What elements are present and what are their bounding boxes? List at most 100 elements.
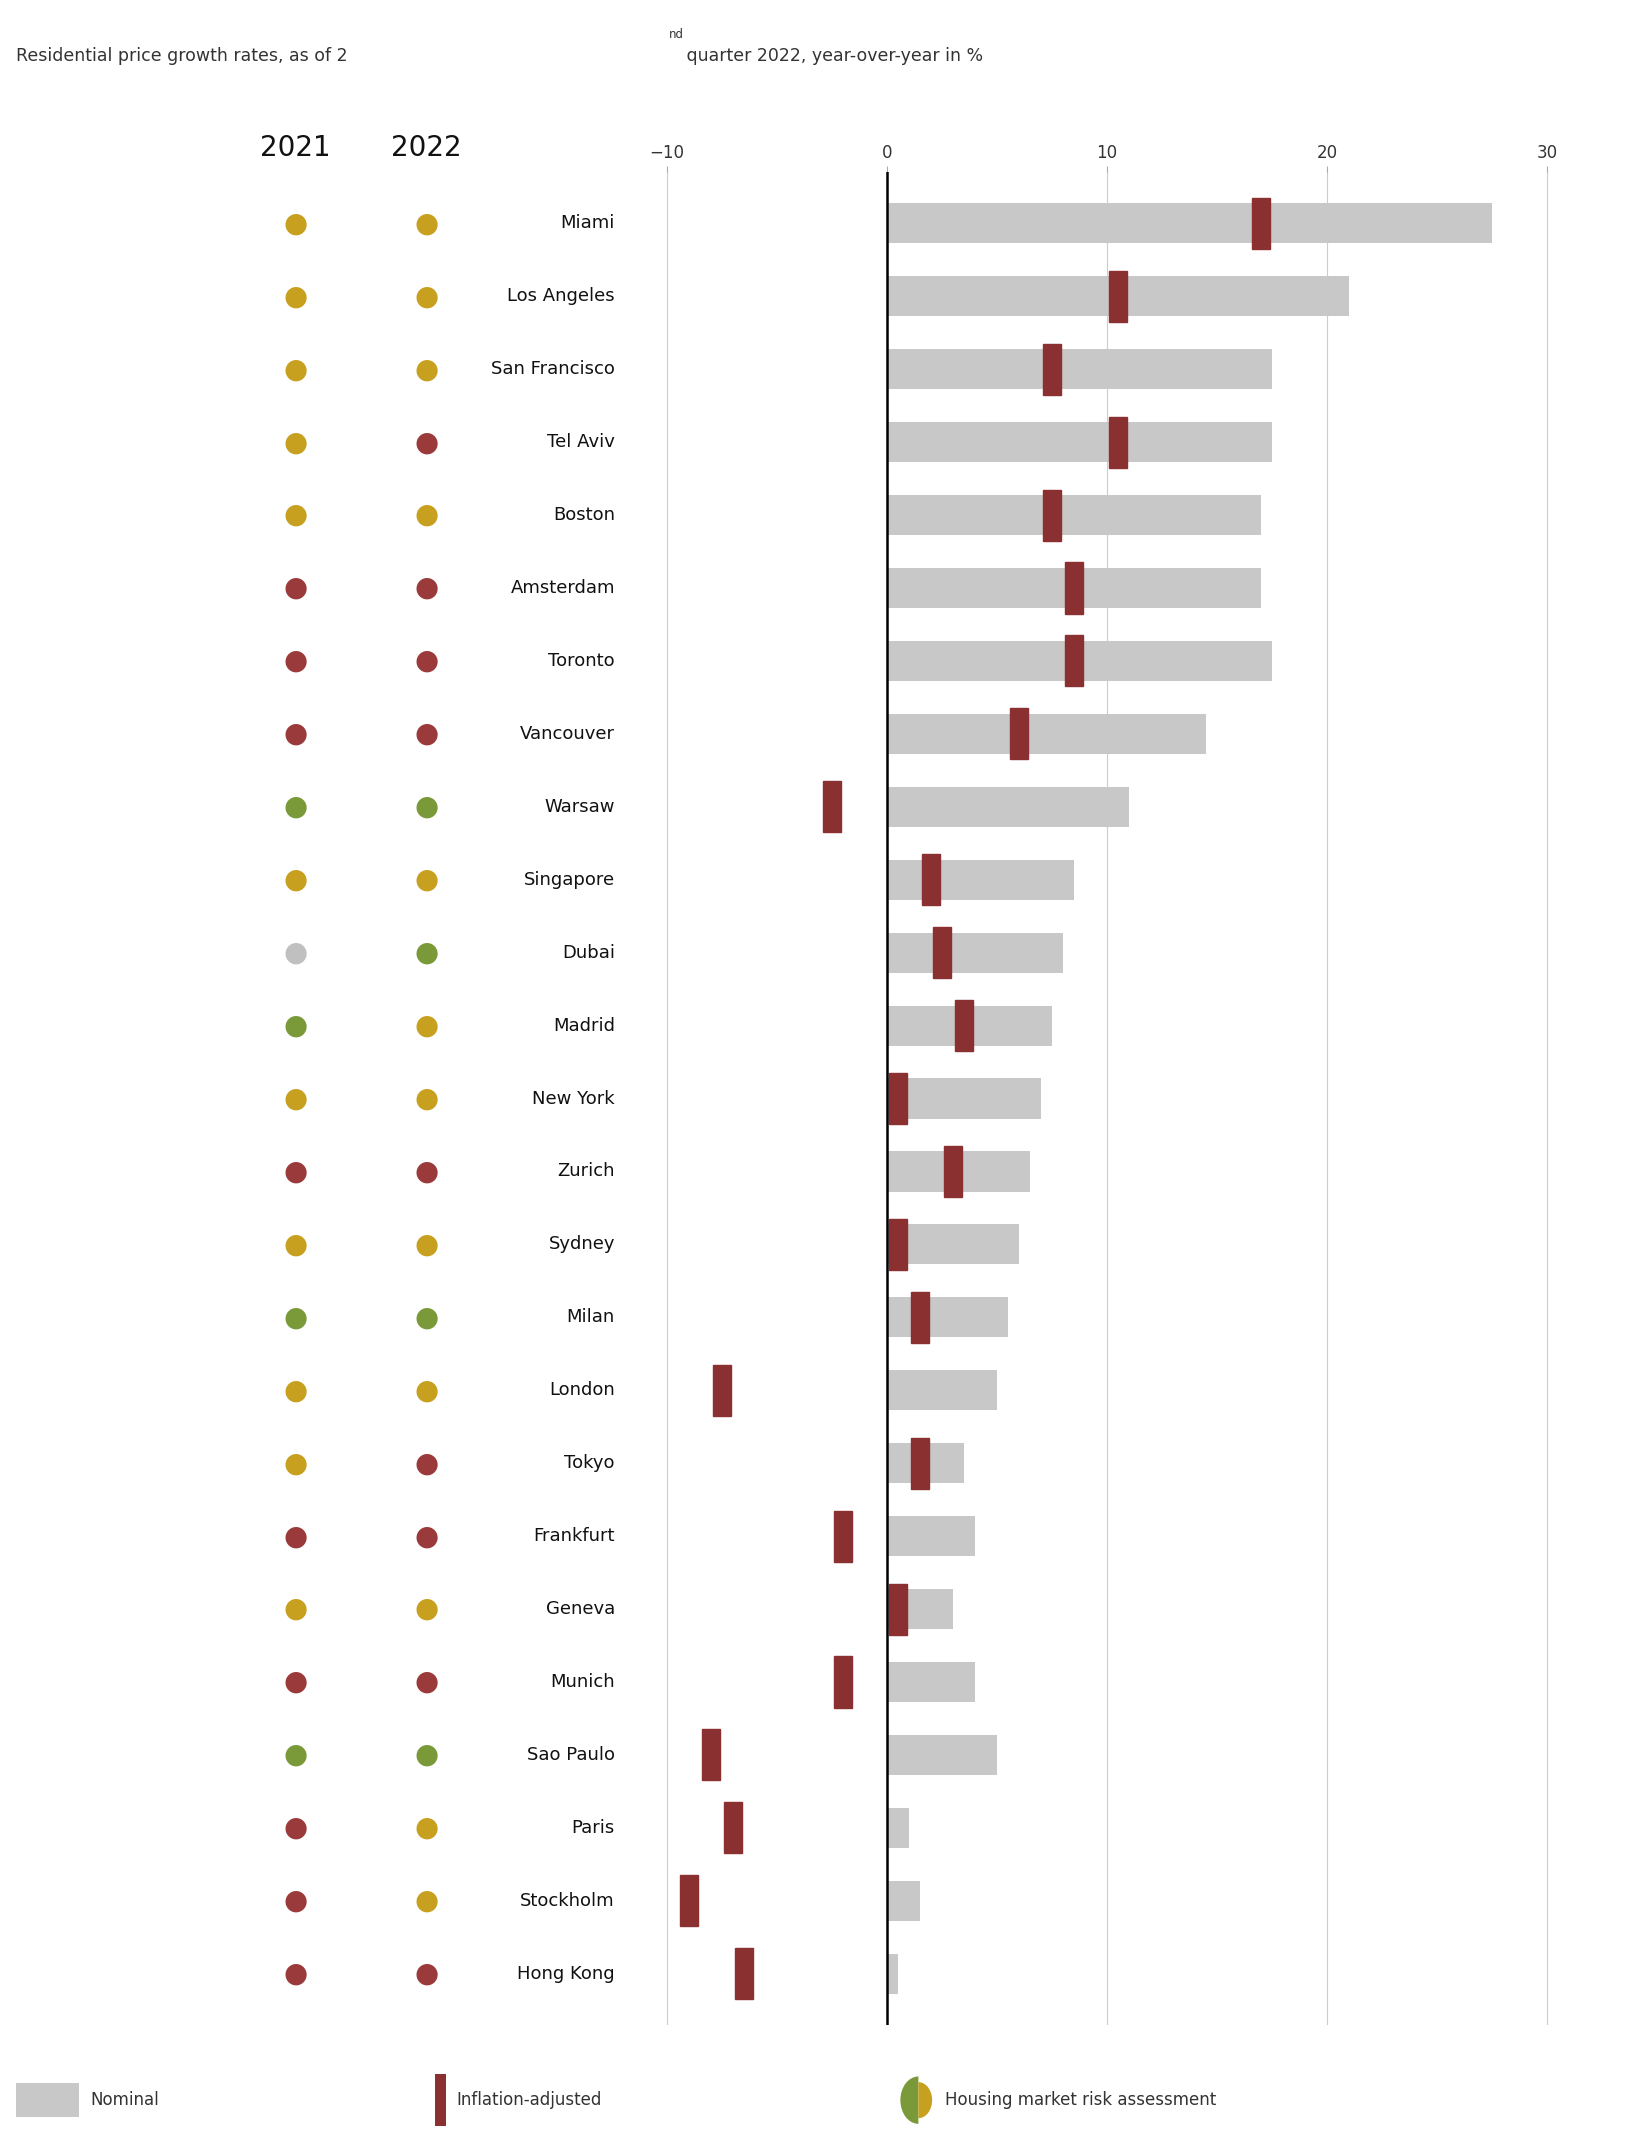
Text: Milan: Milan <box>567 1307 615 1327</box>
Bar <box>887 1152 1029 1191</box>
Text: ●: ● <box>284 1523 306 1551</box>
Text: Zurich: Zurich <box>557 1163 615 1180</box>
Text: Hong Kong: Hong Kong <box>516 1964 615 1982</box>
Text: ●: ● <box>284 646 306 674</box>
Text: ●: ● <box>284 1814 306 1842</box>
Text: ●: ● <box>284 719 306 747</box>
Bar <box>887 1223 1018 1264</box>
Bar <box>887 349 1272 390</box>
Text: Tel Aviv: Tel Aviv <box>547 433 615 450</box>
Text: ●: ● <box>415 866 438 894</box>
Text: ●: ● <box>284 1960 306 1988</box>
Text: Inflation-adjusted: Inflation-adjusted <box>456 2092 602 2109</box>
Bar <box>887 933 1062 974</box>
Text: ●: ● <box>415 1887 438 1915</box>
Text: ●: ● <box>415 793 438 821</box>
Bar <box>834 1656 851 1708</box>
Text: ●: ● <box>284 502 306 530</box>
Text: ●: ● <box>284 573 306 601</box>
Bar <box>933 926 951 978</box>
Text: ●: ● <box>284 1230 306 1258</box>
Text: Amsterdam: Amsterdam <box>510 579 615 597</box>
Bar <box>888 1219 906 1271</box>
Text: ●: ● <box>415 1230 438 1258</box>
Bar <box>834 1510 851 1562</box>
Text: 2022: 2022 <box>390 134 462 162</box>
Text: Paris: Paris <box>572 1818 615 1837</box>
Text: ●: ● <box>415 1303 438 1331</box>
Bar <box>921 855 939 905</box>
Bar <box>1042 489 1060 541</box>
Text: ●: ● <box>415 1667 438 1695</box>
Text: Housing market risk assessment: Housing market risk assessment <box>944 2092 1214 2109</box>
Bar <box>887 1590 952 1628</box>
Bar <box>888 1583 906 1635</box>
Bar <box>887 1370 997 1411</box>
Bar <box>954 999 972 1051</box>
Bar <box>1065 562 1082 614</box>
Text: ●: ● <box>415 1376 438 1404</box>
Bar <box>887 1297 1008 1338</box>
Bar <box>887 713 1205 754</box>
Text: Munich: Munich <box>551 1674 615 1691</box>
Text: ●: ● <box>415 1523 438 1551</box>
Bar <box>887 1880 919 1921</box>
Text: ●: ● <box>284 1887 306 1915</box>
Bar <box>1042 345 1060 394</box>
Bar <box>887 1807 908 1848</box>
Text: New York: New York <box>533 1090 615 1107</box>
Bar <box>887 422 1272 463</box>
Text: ●: ● <box>415 646 438 674</box>
Text: Singapore: Singapore <box>523 870 615 890</box>
Text: quarter 2022, year-over-year in %: quarter 2022, year-over-year in % <box>680 47 982 65</box>
Text: Sao Paulo: Sao Paulo <box>526 1747 615 1764</box>
Bar <box>887 1734 997 1775</box>
Text: ●: ● <box>415 1740 438 1768</box>
Text: ●: ● <box>284 1450 306 1478</box>
Text: ●: ● <box>415 209 438 237</box>
Text: ●: ● <box>415 355 438 383</box>
Bar <box>701 1730 720 1781</box>
Text: Madrid: Madrid <box>552 1017 615 1034</box>
Text: ●: ● <box>415 429 438 457</box>
Text: ●: ● <box>284 1376 306 1404</box>
Bar <box>887 859 1074 900</box>
Text: Vancouver: Vancouver <box>520 726 615 743</box>
Text: ●: ● <box>415 1596 438 1624</box>
Text: Residential price growth rates, as of 2: Residential price growth rates, as of 2 <box>16 47 347 65</box>
Text: Sydney: Sydney <box>547 1236 615 1254</box>
Text: Geneva: Geneva <box>546 1600 615 1618</box>
Bar <box>887 1516 975 1555</box>
Bar <box>1252 198 1269 250</box>
Bar <box>1108 416 1126 467</box>
Bar <box>1108 271 1126 321</box>
Bar <box>887 276 1347 317</box>
Text: ●: ● <box>284 939 306 967</box>
Bar <box>887 642 1272 681</box>
Bar <box>713 1366 731 1415</box>
Text: ●: ● <box>415 573 438 601</box>
Text: ●: ● <box>284 209 306 237</box>
Text: ●: ● <box>415 1814 438 1842</box>
Text: ●: ● <box>284 282 306 310</box>
Text: ●: ● <box>284 355 306 383</box>
Bar <box>911 1437 928 1488</box>
Text: ●: ● <box>284 1157 306 1185</box>
Text: ●: ● <box>415 502 438 530</box>
Text: ●: ● <box>284 866 306 894</box>
Text: Dubai: Dubai <box>562 943 615 961</box>
Bar <box>1010 709 1028 760</box>
Bar <box>680 1876 698 1926</box>
Text: Frankfurt: Frankfurt <box>533 1527 615 1544</box>
Text: ●: ● <box>415 719 438 747</box>
Text: Nominal: Nominal <box>90 2092 159 2109</box>
Text: ●: ● <box>284 1303 306 1331</box>
Text: Los Angeles: Los Angeles <box>506 286 615 306</box>
Text: ●: ● <box>415 1960 438 1988</box>
Text: Boston: Boston <box>552 506 615 523</box>
Text: ●: ● <box>415 282 438 310</box>
Text: London: London <box>549 1381 615 1400</box>
Bar <box>1065 635 1082 687</box>
Bar <box>724 1803 741 1852</box>
Text: Stockholm: Stockholm <box>520 1891 615 1911</box>
